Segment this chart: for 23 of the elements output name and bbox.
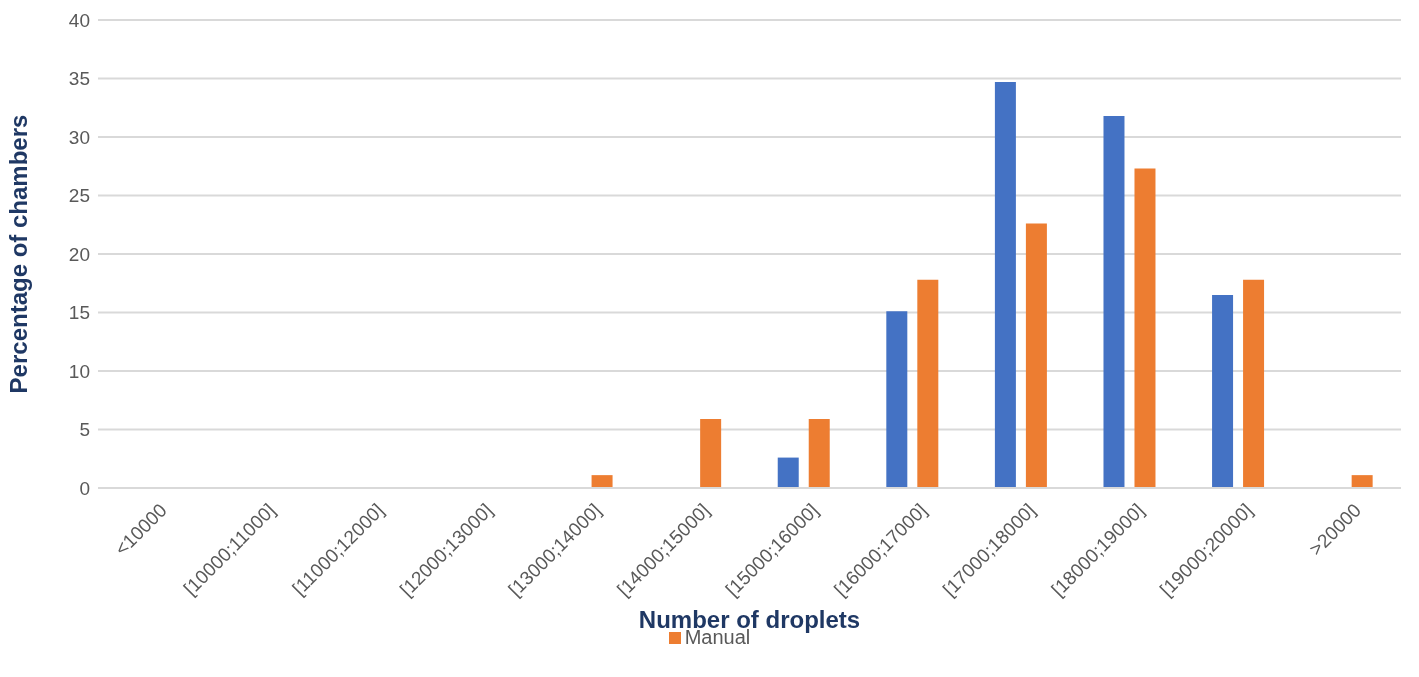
- bar: [1134, 168, 1156, 488]
- bar: [1243, 279, 1265, 488]
- bar: [1212, 294, 1234, 488]
- bar: [808, 418, 830, 488]
- y-tick-label: 40: [68, 9, 90, 31]
- y-tick-label: 10: [68, 360, 90, 382]
- bar: [994, 82, 1016, 488]
- y-tick-label: 20: [68, 243, 90, 265]
- y-tick-label: 30: [68, 126, 90, 148]
- bar: [917, 279, 939, 488]
- y-tick-label: 0: [79, 477, 90, 499]
- bar: [1351, 475, 1373, 488]
- y-tick-label: 25: [68, 185, 90, 207]
- bar: [777, 457, 799, 488]
- bar: [886, 311, 908, 488]
- bar: [1103, 115, 1125, 488]
- y-tick-label: 35: [68, 68, 90, 90]
- y-tick-label: 15: [68, 302, 90, 324]
- bar: [1025, 223, 1047, 488]
- bar: [591, 475, 613, 488]
- y-tick-label: 5: [79, 419, 90, 441]
- y-axis-title: Percentage of chambers: [4, 114, 32, 394]
- bar: [700, 418, 722, 488]
